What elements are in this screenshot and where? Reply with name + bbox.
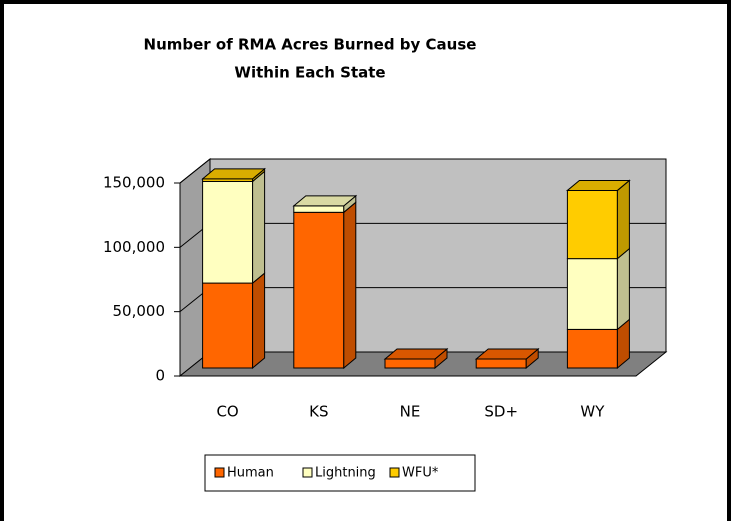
bar-segment: [566, 189, 618, 260]
bar-side: [252, 170, 266, 285]
y-tick-label: 50,000: [113, 302, 166, 320]
grid-line: [179, 158, 666, 184]
legend-swatch: [302, 467, 313, 478]
legend-swatch: [389, 467, 400, 478]
bar-segment: [293, 205, 345, 213]
y-tick-label: 150,000: [103, 174, 165, 192]
bar-side: [343, 201, 357, 370]
bar-segment: [202, 282, 254, 369]
x-tick-label: NE: [400, 403, 421, 421]
bar-top: [201, 168, 266, 180]
chart-subtitle: Within Each State: [234, 64, 385, 82]
bar-top: [474, 348, 540, 360]
bar-top: [292, 195, 358, 207]
bar-side: [616, 247, 630, 331]
bar-segment: [566, 328, 618, 369]
x-tick-label: SD+: [484, 403, 518, 421]
legend-label: Lightning: [315, 466, 376, 481]
chart-title: Number of RMA Acres Burned by Cause: [144, 36, 477, 54]
legend-label: Human: [227, 466, 274, 481]
x-tick-label: CO: [216, 403, 238, 421]
bar-segment: [384, 358, 436, 369]
legend: [204, 454, 476, 492]
y-tick-label: 0: [155, 367, 165, 385]
bar-side: [252, 272, 266, 370]
legend-swatch: [214, 467, 225, 478]
bar-segment: [566, 258, 618, 330]
bar-segment: [475, 358, 527, 369]
x-tick-label: KS: [309, 403, 328, 421]
bar-segment: [202, 180, 254, 284]
legend-label: WFU*: [402, 466, 439, 481]
bar-segment: [293, 211, 345, 369]
y-tick-label: 100,000: [103, 238, 165, 256]
bar-top: [566, 179, 631, 191]
bar-top: [383, 348, 449, 360]
x-tick-label: WY: [580, 403, 605, 421]
bar-side: [616, 179, 630, 260]
